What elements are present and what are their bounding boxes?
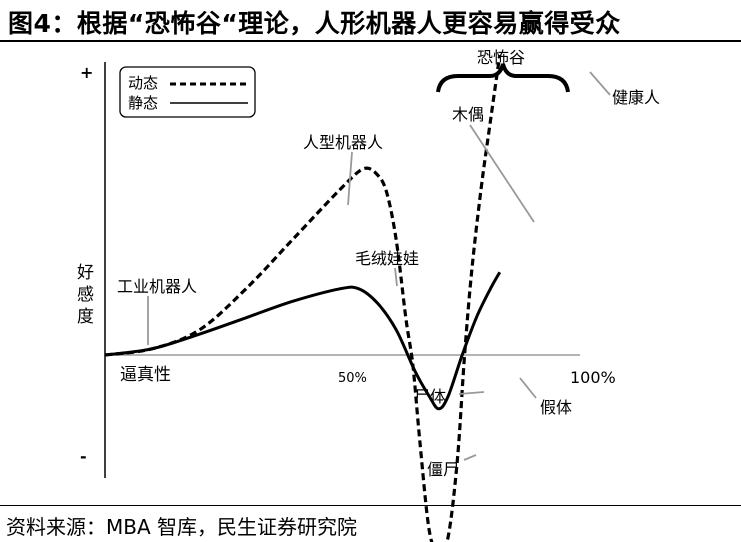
series-dynamic-line bbox=[104, 54, 502, 542]
x-tick-label-50: 50% bbox=[338, 371, 367, 386]
annotation-zombie: 僵尸 bbox=[427, 460, 459, 479]
y-axis-label-char-2: 感 bbox=[77, 285, 94, 305]
pointer-corpse bbox=[458, 391, 485, 395]
legend-label-static: 静态 bbox=[128, 94, 158, 112]
uncanny-valley-brace bbox=[436, 63, 570, 93]
series-static-line bbox=[104, 271, 502, 411]
title-rule bbox=[0, 40, 741, 42]
annotation-prosthetic: 假体 bbox=[540, 398, 572, 417]
source-rule bbox=[0, 505, 741, 506]
y-bottom-symbol: - bbox=[80, 447, 87, 466]
y-top-symbol: + bbox=[80, 63, 93, 82]
annotation-industrial-robot: 工业机器人 bbox=[117, 277, 197, 296]
legend-box bbox=[119, 66, 256, 118]
legend-label-dynamic: 动态 bbox=[128, 74, 158, 92]
annotation-uncanny-valley: 恐怖谷 bbox=[477, 48, 525, 67]
annotation-humanoid-robot: 人型机器人 bbox=[303, 133, 383, 152]
x-tick-label-100: 100% bbox=[570, 368, 616, 387]
x-axis-label: 逼真性 bbox=[120, 365, 171, 385]
pointer-healthy-person bbox=[589, 71, 611, 96]
annotation-stuffed-doll: 毛绒娃娃 bbox=[355, 249, 419, 268]
pointer-zombie bbox=[463, 454, 477, 461]
y-axis-label-char-1: 好 bbox=[77, 263, 94, 283]
pointer-humanoid-robot bbox=[347, 151, 353, 206]
figure-title: 图4：根据“恐怖谷“理论，人形机器人更容易赢得受众 bbox=[8, 9, 621, 38]
annotation-corpse: 尸体 bbox=[414, 387, 446, 406]
pointer-puppet bbox=[469, 124, 535, 223]
y-axis-label-char-3: 度 bbox=[77, 307, 94, 327]
annotation-healthy-person: 健康人 bbox=[612, 88, 660, 107]
annotation-puppet: 木偶 bbox=[452, 105, 484, 124]
source-note: 资料来源：MBA 智库，民生证券研究院 bbox=[6, 515, 358, 539]
pointer-prosthetic bbox=[519, 377, 537, 399]
pointer-stuffed-doll bbox=[394, 267, 398, 287]
